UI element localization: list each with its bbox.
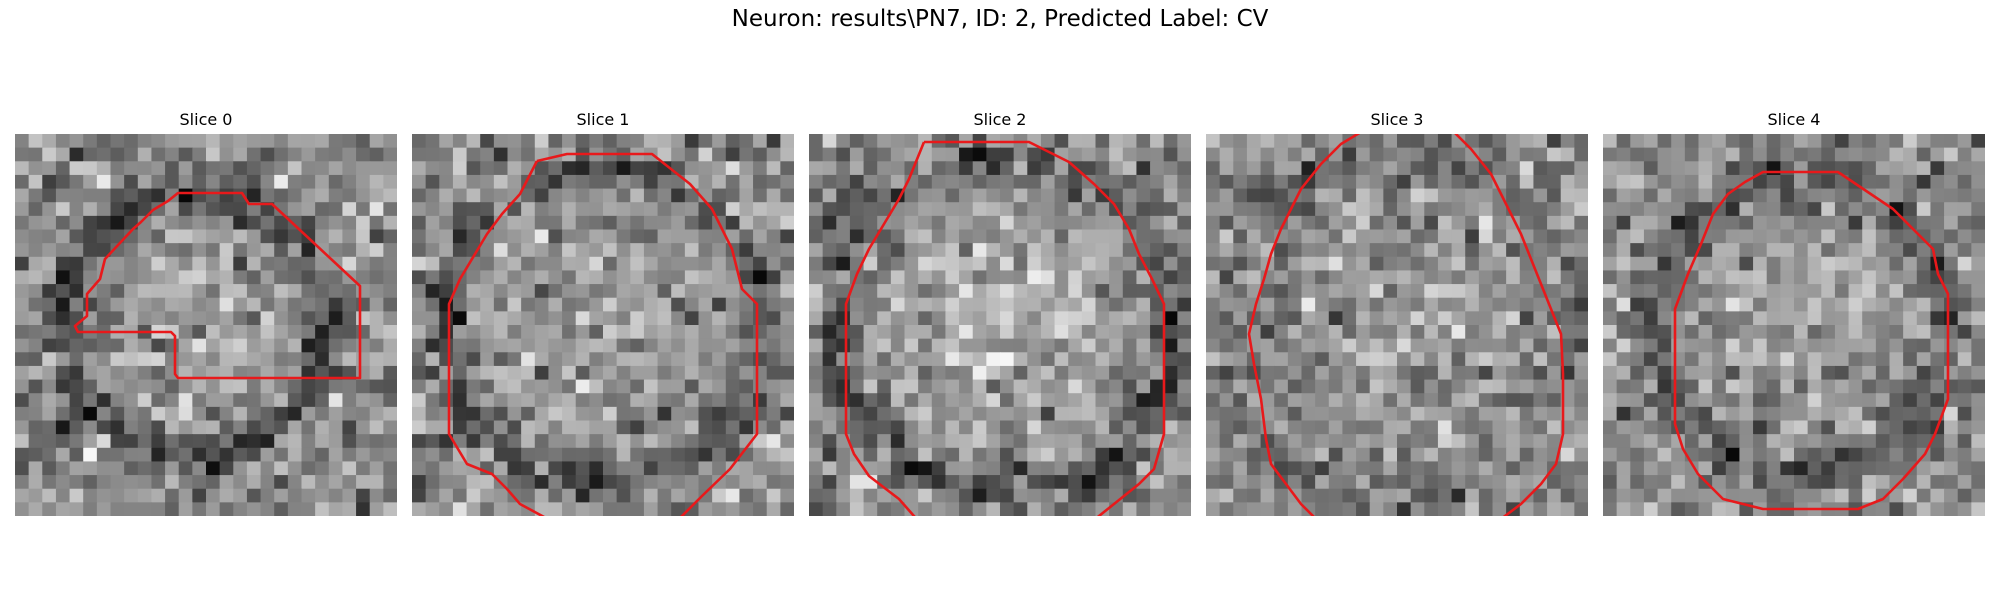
slice-panel-3: Slice 3 (1206, 110, 1588, 516)
slice-title: Slice 4 (1767, 110, 1821, 129)
segmentation-contour (73, 191, 362, 380)
segmentation-contour (536, 152, 759, 516)
slice-image-3 (1206, 134, 1588, 516)
segmentation-contour (844, 141, 926, 516)
slice-panel-4: Slice 4 (1603, 110, 1985, 516)
slice-title: Slice 0 (179, 110, 233, 129)
segmentation-contour (924, 140, 1166, 516)
slice-title: Slice 2 (973, 110, 1027, 129)
segmentation-contour (447, 160, 545, 516)
slice-panel-0: Slice 0 (15, 110, 397, 516)
segmentation-contour (1454, 134, 1565, 516)
figure-title: Neuron: results\PN7, ID: 2, Predicted La… (731, 6, 1269, 32)
segmentation-contour (1673, 170, 1950, 511)
segmentation-contour (1247, 134, 1361, 516)
slice-title: Slice 1 (576, 110, 630, 129)
slice-image-0 (15, 134, 397, 516)
slice-panel-2: Slice 2 (809, 110, 1191, 516)
slice-image-4 (1603, 134, 1985, 516)
slice-image-2 (809, 134, 1191, 516)
slice-panel-1: Slice 1 (412, 110, 794, 516)
slice-image-1 (412, 134, 794, 516)
slice-title: Slice 3 (1370, 110, 1424, 129)
